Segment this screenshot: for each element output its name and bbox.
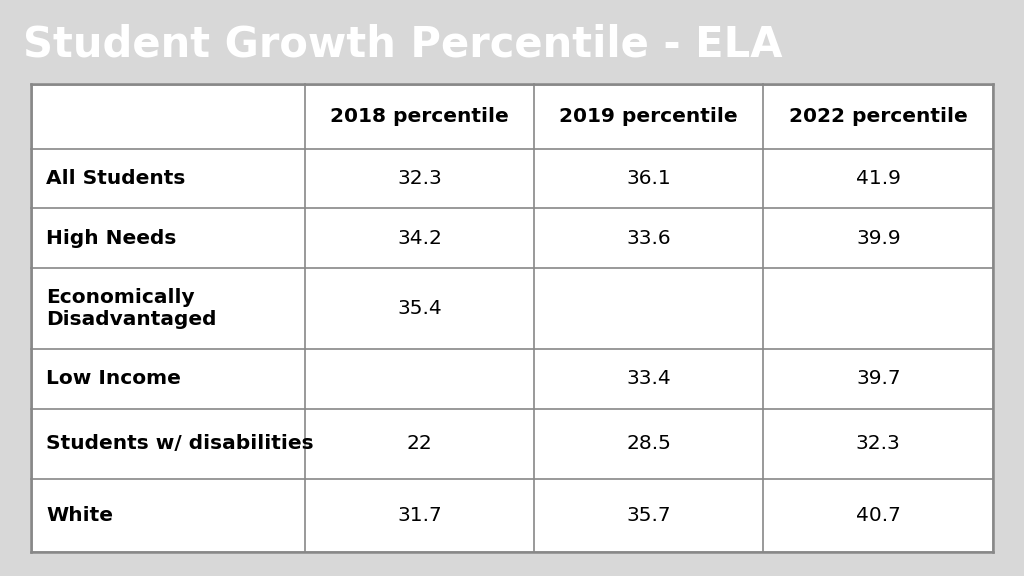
Text: 2022 percentile: 2022 percentile [788, 107, 968, 126]
Text: 39.9: 39.9 [856, 229, 900, 248]
Text: Low Income: Low Income [46, 369, 181, 388]
Text: Students w/ disabilities: Students w/ disabilities [46, 434, 313, 453]
Text: White: White [46, 506, 113, 525]
Text: 40.7: 40.7 [856, 506, 901, 525]
Text: 32.3: 32.3 [397, 169, 442, 188]
Text: 32.3: 32.3 [856, 434, 901, 453]
Text: 41.9: 41.9 [856, 169, 901, 188]
Text: 2018 percentile: 2018 percentile [330, 107, 509, 126]
Text: 28.5: 28.5 [627, 434, 671, 453]
Text: Student Growth Percentile - ELA: Student Growth Percentile - ELA [23, 24, 782, 65]
FancyBboxPatch shape [31, 84, 993, 552]
Text: 39.7: 39.7 [856, 369, 900, 388]
Text: 35.7: 35.7 [627, 506, 671, 525]
Text: 31.7: 31.7 [397, 506, 442, 525]
Text: 22: 22 [407, 434, 432, 453]
Text: High Needs: High Needs [46, 229, 176, 248]
Text: 33.4: 33.4 [627, 369, 671, 388]
Text: 34.2: 34.2 [397, 229, 442, 248]
Text: 36.1: 36.1 [627, 169, 671, 188]
Text: 2019 percentile: 2019 percentile [559, 107, 738, 126]
Text: 33.6: 33.6 [627, 229, 671, 248]
Text: 35.4: 35.4 [397, 299, 442, 318]
Text: Economically
Disadvantaged: Economically Disadvantaged [46, 288, 217, 329]
Text: All Students: All Students [46, 169, 185, 188]
